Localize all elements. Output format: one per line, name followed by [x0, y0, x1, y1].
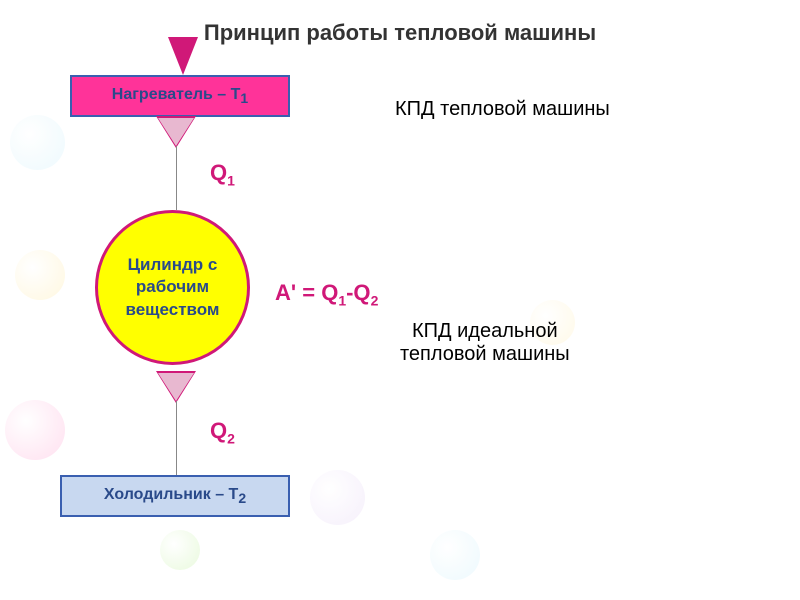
bg-bubble [160, 530, 200, 570]
kpd-label: КПД тепловой машины [395, 98, 610, 121]
cylinder-text: Цилиндр с рабочим веществом [108, 254, 237, 320]
work-formula: A' = Q1-Q2 [275, 280, 378, 308]
bg-bubble [310, 470, 365, 525]
cooler-box: Холодильник – T2 [60, 475, 290, 517]
cylinder-node: Цилиндр с рабочим веществом [95, 210, 250, 365]
heater-box: Нагреватель – T1 [70, 75, 290, 117]
bg-bubble [5, 400, 65, 460]
exhaust-flow-line [176, 401, 177, 475]
heat-flow-arrow-icon [158, 118, 194, 146]
q2-label: Q2 [210, 418, 235, 446]
bg-bubble [430, 530, 480, 580]
page-title: Принцип работы тепловой машины [0, 20, 800, 46]
kpd-ideal-label: КПД идеальнойтепловой машины [400, 320, 570, 366]
cooler-label: Холодильник – T2 [104, 486, 246, 506]
heat-flow-line [176, 146, 177, 210]
heater-label: Нагреватель – T1 [112, 86, 248, 106]
q1-label: Q1 [210, 160, 235, 188]
bg-bubble [15, 250, 65, 300]
bg-bubble [10, 115, 65, 170]
exhaust-flow-arrow-icon [158, 373, 194, 401]
